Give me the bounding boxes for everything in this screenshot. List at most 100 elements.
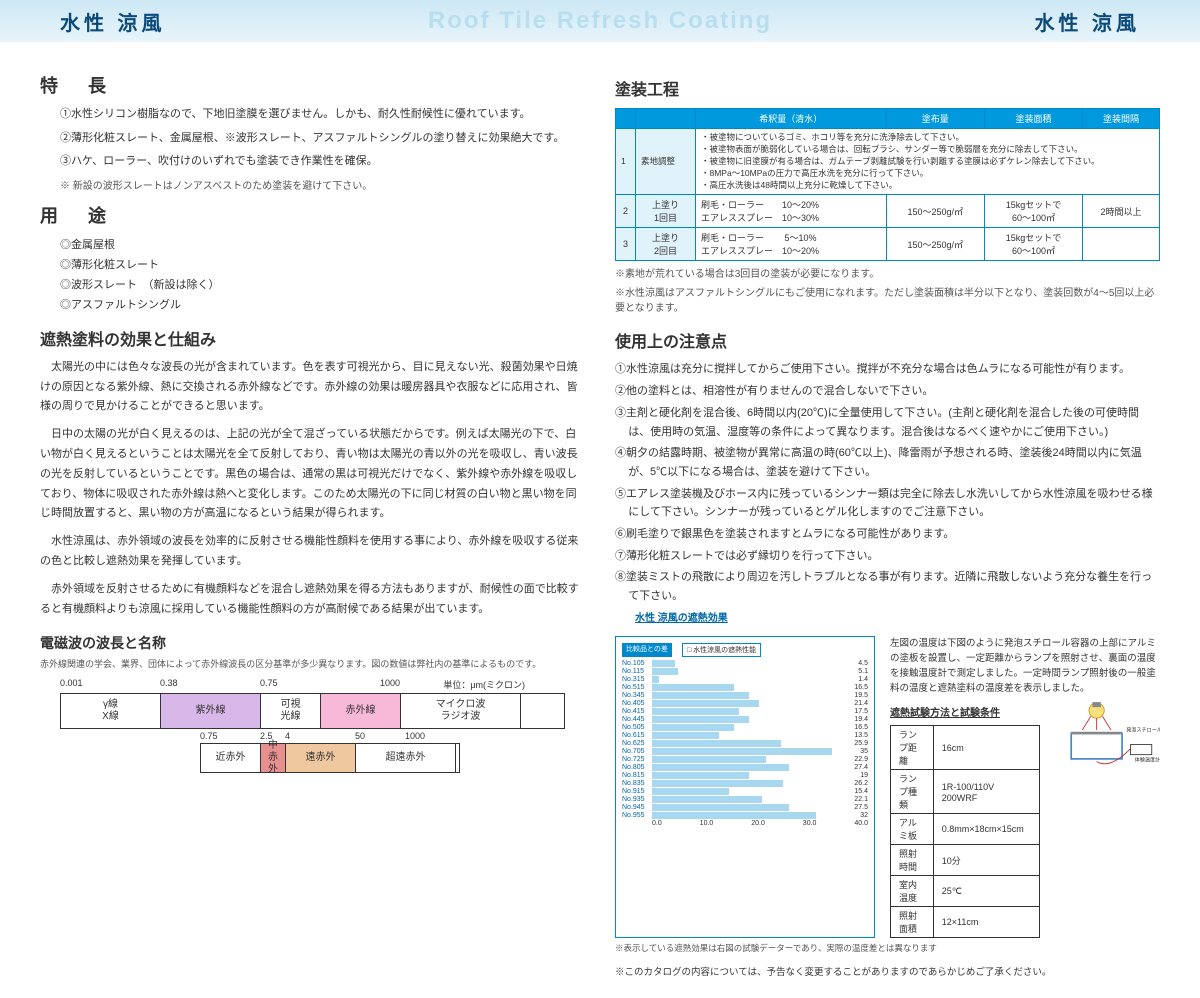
header-title-left: 水性 涼風 bbox=[60, 7, 166, 36]
bar-row: No.44519.4 bbox=[622, 716, 868, 723]
bar-row: No.3151.4 bbox=[622, 676, 868, 683]
spectrum-cell: 遠赤外 bbox=[286, 744, 356, 772]
use-item: ◎金属屋根 bbox=[40, 236, 585, 252]
chart-xscale: 0.010.020.030.040.0 bbox=[652, 820, 868, 827]
features-title: 特 長 bbox=[40, 72, 585, 98]
bar-row: No.62525.9 bbox=[622, 740, 868, 747]
process-title: 塗装工程 bbox=[615, 76, 1160, 100]
table-row: 照射面積12×11cm bbox=[891, 907, 1040, 938]
bar-row: No.40521.4 bbox=[622, 700, 868, 707]
caution-item: ⑦薄形化粧スレートでは必ず縁切りを行って下さい。 bbox=[615, 547, 1160, 566]
spectrum-diagram: 0.001 0.38 0.75 1000 単位：μm(ミクロン) γ線 X線紫外… bbox=[40, 678, 585, 773]
bar-row: No.93522.1 bbox=[622, 796, 868, 803]
spectrum-cell: 可視 光線 bbox=[261, 694, 321, 728]
spectrum-cell: γ線 X線 bbox=[61, 694, 161, 728]
features-note: ※ 新設の波形スレートはノンアスベストのため塗装を避けて下さい。 bbox=[60, 177, 585, 192]
caution-item: ①水性涼風は充分に撹拌してからご使用下さい。撹拌が不充分な場合は色ムラになる可能… bbox=[615, 360, 1160, 379]
chart-description: 左図の温度は下図のように発泡スチロール容器の上部にアルミの塗板を設置し、一定距離… bbox=[890, 636, 1160, 939]
table-row: ランプ距離16cm bbox=[891, 726, 1040, 770]
scale-unit: 単位：μm(ミクロン) bbox=[400, 678, 585, 691]
process-table: 希釈量（清水） 塗布量 塗装面積 塗装間隔 1 素地調整 ・被塗物についているゴ… bbox=[615, 108, 1160, 261]
header-watermark: Roof Tile Refresh Coating bbox=[428, 7, 772, 35]
bar-row: No.81519 bbox=[622, 772, 868, 779]
test-conditions-title: 遮熱試験方法と試験条件 bbox=[890, 704, 1040, 719]
bar-row: No.91515.4 bbox=[622, 788, 868, 795]
test-conditions-table: ランプ距離16cmランプ種類1R-100/110V 200WRFアルミ板0.8m… bbox=[890, 725, 1040, 938]
uses-title: 用 途 bbox=[40, 202, 585, 228]
bar-row: No.94527.5 bbox=[622, 804, 868, 811]
caution-item: ④朝夕の結露時期、被塗物が異常に高温の時(60℃以上)、降雷雨が予想される時、塗… bbox=[615, 444, 1160, 481]
scale-tick: 0.75 bbox=[260, 678, 320, 691]
caution-item: ③主剤と硬化剤を混合後、6時間以内(20℃)に全量使用して下さい。(主剤と硬化剤… bbox=[615, 404, 1160, 441]
feature-item: ②薄形化粧スレート、金属屋根、※波形スレート、アスファルトシングルの塗り替えに効… bbox=[60, 130, 585, 148]
table-row: アルミ板0.8mm×18cm×15cm bbox=[891, 814, 1040, 845]
scale-tick: 1000 bbox=[405, 731, 425, 741]
feature-item: ①水性シリコン樹脂なので、下地旧塗膜を選びません。しかも、耐久性耐候性に優れてい… bbox=[60, 106, 585, 124]
bar-row: No.1054.5 bbox=[622, 660, 868, 667]
table-row: 1 素地調整 ・被塗物についているゴミ、ホコリ等を充分に洗浄除去して下さい。・被… bbox=[616, 129, 1160, 195]
caution-item: ⑤エアレス塗装機及びホース内に残っているシンナー類は完全に除去し水洗いしてから水… bbox=[615, 485, 1160, 522]
xscale-tick: 20.0 bbox=[751, 820, 765, 827]
spectrum-cell: マイクロ波 ラジオ波 bbox=[401, 694, 521, 728]
use-item: ◎波形スレート （新設は除く） bbox=[40, 276, 585, 292]
mechanism-p3: 水性涼風は、赤外領域の波長を効率的に反射させる機能性顔料を使用する事により、赤外… bbox=[40, 532, 585, 572]
table-row: 2上塗り 1回目刷毛・ローラー 10～20% エアレススプレー 10～30%15… bbox=[616, 195, 1160, 228]
prep-text: ・被塗物についているゴミ、ホコリ等を充分に洗浄除去して下さい。・被塗物表面が脆弱… bbox=[696, 129, 1160, 195]
header-title-right: 水性 涼風 bbox=[1034, 7, 1140, 36]
caution-item: ⑥刷毛塗りで銀黒色を塗装されますとムラになる可能性があります。 bbox=[615, 525, 1160, 544]
scale-tick: 0.001 bbox=[60, 678, 160, 691]
bar-row: No.50516.5 bbox=[622, 724, 868, 731]
bar-chart: 比較品との差 □ 水性涼風の遮熱性能 No.1054.5No.1155.1No.… bbox=[615, 636, 875, 939]
chart-axis-label: 比較品との差 bbox=[622, 643, 672, 657]
chart-title: 水性 涼風の遮熱効果 bbox=[635, 609, 1160, 624]
bar-row: No.72522.9 bbox=[622, 756, 868, 763]
table-row: 照射時間10分 bbox=[891, 845, 1040, 876]
final-note: ※このカタログの内容については、予告なく変更することがありますのであらかじめご了… bbox=[615, 964, 1160, 978]
scale-tick: 0.38 bbox=[160, 678, 260, 691]
chart-section: 比較品との差 □ 水性涼風の遮熱性能 No.1054.5No.1155.1No.… bbox=[615, 636, 1160, 939]
spectrum-cell: 中 赤 外 bbox=[261, 744, 286, 772]
bar-row: No.1155.1 bbox=[622, 668, 868, 675]
caution-item: ⑧塗装ミストの飛散により周辺を汚しトラブルとなる事が有ります。近隣に飛散しないよ… bbox=[615, 568, 1160, 605]
use-item: ◎薄形化粧スレート bbox=[40, 256, 585, 272]
bar-row: No.70535 bbox=[622, 748, 868, 755]
mechanism-p2: 日中の太陽の光が白く見えるのは、上記の光が全て混ざっている状態だからです。例えば… bbox=[40, 425, 585, 524]
uses-list: ◎金属屋根 ◎薄形化粧スレート ◎波形スレート （新設は除く） ◎アスファルトシ… bbox=[40, 236, 585, 312]
spectrum-cell: 超遠赤外 bbox=[356, 744, 456, 772]
caution-item: ②他の塗料とは、相溶性が有りませんので混合しないで下さい。 bbox=[615, 382, 1160, 401]
table-row: 3上塗り 2回目刷毛・ローラー 5～10% エアレススプレー 10～20%150… bbox=[616, 228, 1160, 261]
spectrum-cell: 赤外線 bbox=[321, 694, 401, 728]
bar-row: No.83526.2 bbox=[622, 780, 868, 787]
svg-text:発泡スチロール容器: 発泡スチロール容器 bbox=[1126, 727, 1160, 734]
bars-container: No.1054.5No.1155.1No.3151.4No.51516.5No.… bbox=[622, 660, 868, 819]
table-row: ランプ種類1R-100/110V 200WRF bbox=[891, 770, 1040, 814]
bar-row: No.80527.4 bbox=[622, 764, 868, 771]
xscale-tick: 10.0 bbox=[700, 820, 714, 827]
spectrum-note: 赤外線関連の学会、業界、団体によって赤外線波長の区分基準が多少異なります。図の数… bbox=[40, 657, 585, 670]
table-header-row: 希釈量（清水） 塗布量 塗装面積 塗装間隔 bbox=[616, 109, 1160, 129]
spectrum-cell: 近赤外 bbox=[201, 744, 261, 772]
bar-row: No.34519.5 bbox=[622, 692, 868, 699]
mechanism-p1: 太陽光の中には色々な波長の光が含まれています。色を表す可視光から、目に見えない光… bbox=[40, 358, 585, 417]
scale-tick: 50 bbox=[355, 731, 405, 741]
xscale-tick: 30.0 bbox=[803, 820, 817, 827]
right-column: 塗装工程 希釈量（清水） 塗布量 塗装面積 塗装間隔 1 素地調整 ・被塗物につ… bbox=[615, 62, 1160, 978]
scale-tick: 0.75 bbox=[200, 731, 260, 741]
features-list: ①水性シリコン樹脂なので、下地旧塗膜を選びません。しかも、耐久性耐候性に優れてい… bbox=[40, 106, 585, 171]
spectrum-bar-main: γ線 X線紫外線可視 光線赤外線マイクロ波 ラジオ波 bbox=[60, 693, 565, 729]
scale-tick: 1000 bbox=[320, 678, 400, 691]
cautions-list: ①水性涼風は充分に撹拌してからご使用下さい。撹拌が不充分な場合は色ムラになる可能… bbox=[615, 360, 1160, 605]
page-header: 水性 涼風 Roof Tile Refresh Coating 水性 涼風 bbox=[0, 0, 1200, 42]
bar-row: No.61513.5 bbox=[622, 732, 868, 739]
process-note: ※素地が荒れている場合は3回目の塗装が必要になります。 bbox=[615, 265, 1160, 280]
spectrum-title: 電磁波の波長と名称 bbox=[40, 633, 585, 653]
xscale-tick: 0.0 bbox=[652, 820, 662, 827]
bar-row: No.95532 bbox=[622, 812, 868, 819]
process-note: ※水性涼風はアスファルトシングルにもご使用になれます。ただし塗装面積は半分以下と… bbox=[615, 284, 1160, 314]
use-item: ◎アスファルトシングル bbox=[40, 296, 585, 312]
feature-item: ③ハケ、ローラー、吹付けのいずれでも塗装でき作業性を確保。 bbox=[60, 153, 585, 171]
chart-desc-text: 左図の温度は下図のように発泡スチロール容器の上部にアルミの塗板を設置し、一定距離… bbox=[890, 636, 1160, 697]
lamp-diagram-icon: 発泡スチロール容器 体験温度計 bbox=[1050, 696, 1160, 776]
scale-tick: 4 bbox=[285, 731, 355, 741]
chart-legend: □ 水性涼風の遮熱性能 bbox=[682, 643, 761, 657]
